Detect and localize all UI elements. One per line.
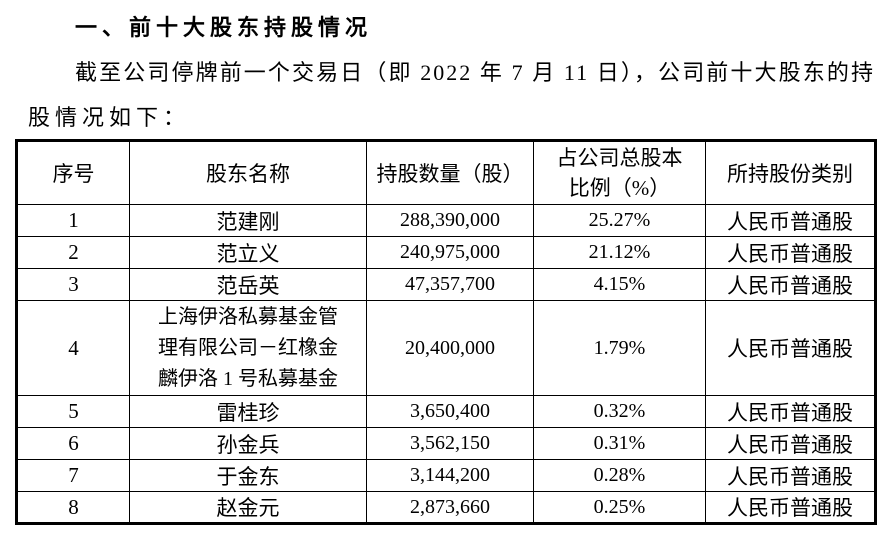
cell-shareholder-name: 范岳英 — [129, 268, 367, 301]
cell-serial-number: 5 — [16, 395, 130, 428]
cell-pct-of-capital: 21.12% — [533, 236, 706, 269]
cell-shareholder-name: 范建刚 — [129, 204, 367, 237]
table-row: 5 雷桂珍 3,650,400 0.32% 人民币普通股 — [16, 395, 876, 428]
cell-share-class: 人民币普通股 — [705, 300, 876, 396]
cell-serial-number: 3 — [16, 268, 130, 301]
table-row: 4 上海伊洛私募基金管 理有限公司－红橡金 麟伊洛 1 号私募基金 20,400… — [16, 300, 876, 396]
cell-share-class: 人民币普通股 — [705, 268, 876, 301]
intro-paragraph-line-1: 截至公司停牌前一个交易日（即 2022 年 7 月 11 日），公司前十大股东的… — [75, 60, 875, 85]
cell-shareholder-name: 于金东 — [129, 459, 367, 492]
cell-pct-of-capital: 1.79% — [533, 300, 706, 396]
cell-shares-held: 47,357,700 — [366, 268, 534, 301]
cell-share-class: 人民币普通股 — [705, 236, 876, 269]
cell-shares-held: 3,144,200 — [366, 459, 534, 492]
table-row: 1 范建刚 288,390,000 25.27% 人民币普通股 — [16, 204, 876, 237]
cell-share-class: 人民币普通股 — [705, 491, 876, 524]
section-title: 一、前十大股东持股情况 — [75, 15, 373, 40]
cell-share-class: 人民币普通股 — [705, 395, 876, 428]
table-row: 8 赵金元 2,873,660 0.25% 人民币普通股 — [16, 491, 876, 524]
cell-shares-held: 288,390,000 — [366, 204, 534, 237]
cell-serial-number: 8 — [16, 491, 130, 524]
cell-shareholder-name: 范立义 — [129, 236, 367, 269]
cell-shareholder-name: 孙金兵 — [129, 427, 367, 460]
column-header-shareholder-name: 股东名称 — [129, 140, 367, 205]
intro-paragraph-line-2: 股情况如下： — [28, 105, 191, 130]
table-row: 2 范立义 240,975,000 21.12% 人民币普通股 — [16, 236, 876, 269]
column-header-share-class: 所持股份类别 — [705, 140, 876, 205]
cell-shares-held: 20,400,000 — [366, 300, 534, 396]
cell-shares-held: 2,873,660 — [366, 491, 534, 524]
cell-share-class: 人民币普通股 — [705, 204, 876, 237]
column-header-shares-held: 持股数量（股） — [366, 140, 534, 205]
cell-shareholder-name: 雷桂珍 — [129, 395, 367, 428]
cell-serial-number: 2 — [16, 236, 130, 269]
cell-share-class: 人民币普通股 — [705, 459, 876, 492]
cell-pct-of-capital: 0.28% — [533, 459, 706, 492]
cell-shareholder-name: 赵金元 — [129, 491, 367, 524]
table-row: 7 于金东 3,144,200 0.28% 人民币普通股 — [16, 459, 876, 492]
cell-share-class: 人民币普通股 — [705, 427, 876, 460]
cell-pct-of-capital: 0.25% — [533, 491, 706, 524]
cell-pct-of-capital: 0.31% — [533, 427, 706, 460]
cell-shares-held: 3,562,150 — [366, 427, 534, 460]
cell-serial-number: 4 — [16, 300, 130, 396]
cell-shares-held: 240,975,000 — [366, 236, 534, 269]
cell-serial-number: 7 — [16, 459, 130, 492]
table-header-row: 序号 股东名称 持股数量（股） 占公司总股本 比例（%） 所持股份类别 — [16, 140, 876, 205]
cell-serial-number: 1 — [16, 204, 130, 237]
shareholders-table: 序号 股东名称 持股数量（股） 占公司总股本 比例（%） 所持股份类别 1 范建… — [15, 139, 877, 525]
cell-shareholder-name: 上海伊洛私募基金管 理有限公司－红橡金 麟伊洛 1 号私募基金 — [129, 300, 367, 396]
column-header-serial-number: 序号 — [16, 140, 130, 205]
cell-shares-held: 3,650,400 — [366, 395, 534, 428]
cell-pct-of-capital: 4.15% — [533, 268, 706, 301]
table-row: 6 孙金兵 3,562,150 0.31% 人民币普通股 — [16, 427, 876, 460]
table-row: 3 范岳英 47,357,700 4.15% 人民币普通股 — [16, 268, 876, 301]
cell-serial-number: 6 — [16, 427, 130, 460]
cell-pct-of-capital: 0.32% — [533, 395, 706, 428]
cell-pct-of-capital: 25.27% — [533, 204, 706, 237]
column-header-pct-of-capital: 占公司总股本 比例（%） — [533, 140, 706, 205]
